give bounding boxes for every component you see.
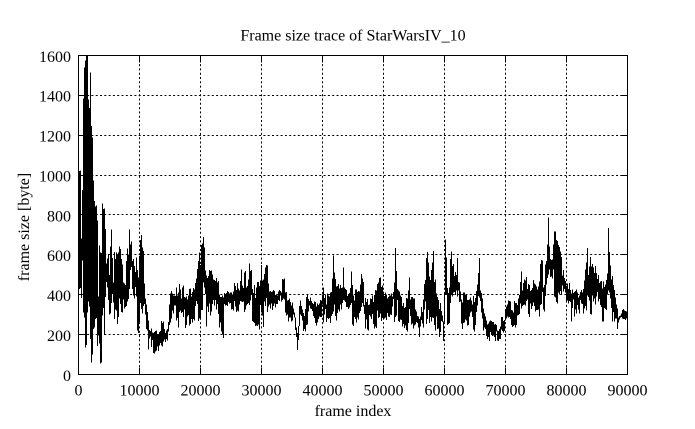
- svg-text:1000: 1000: [39, 168, 71, 185]
- svg-text:60000: 60000: [425, 383, 465, 400]
- svg-text:frame index: frame index: [315, 403, 392, 420]
- svg-text:800: 800: [47, 208, 71, 225]
- svg-text:0: 0: [75, 383, 83, 400]
- svg-text:600: 600: [47, 248, 71, 265]
- svg-text:70000: 70000: [486, 383, 526, 400]
- svg-text:400: 400: [47, 288, 71, 305]
- svg-text:80000: 80000: [547, 383, 587, 400]
- svg-text:1600: 1600: [39, 49, 71, 66]
- svg-text:40000: 40000: [303, 383, 343, 400]
- svg-text:Frame size trace of StarWarsIV: Frame size trace of StarWarsIV_10: [240, 28, 465, 45]
- svg-text:0: 0: [63, 368, 71, 385]
- svg-text:50000: 50000: [364, 383, 404, 400]
- svg-text:200: 200: [47, 328, 71, 345]
- svg-text:1200: 1200: [39, 129, 71, 146]
- svg-text:90000: 90000: [608, 383, 648, 400]
- svg-text:30000: 30000: [242, 383, 282, 400]
- svg-text:1400: 1400: [39, 89, 71, 106]
- svg-text:10000: 10000: [120, 383, 160, 400]
- svg-text:20000: 20000: [181, 383, 221, 400]
- svg-text:frame size [byte]: frame size [byte]: [16, 173, 33, 281]
